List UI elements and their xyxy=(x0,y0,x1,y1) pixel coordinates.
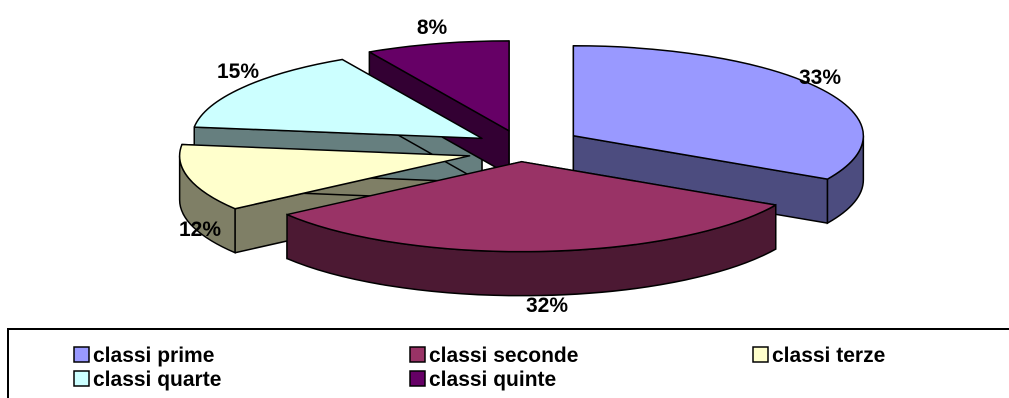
pie-slice-classi-prime xyxy=(572,45,865,180)
legend-label-classi-terze: classi terze xyxy=(772,344,885,367)
legend-label-classi-seconde: classi seconde xyxy=(429,344,578,367)
legend-label-classi-quinte: classi quinte xyxy=(429,368,556,391)
data-label-classi-terze: 12% xyxy=(179,218,221,241)
legend-label-classi-quarte: classi quarte xyxy=(93,368,221,391)
data-label-classi-prime: 33% xyxy=(799,66,841,89)
legend: classi prime classi seconde classi terze cl… xyxy=(7,328,1009,398)
legend-swatch-classi-quinte xyxy=(409,370,426,387)
legend-swatch-classi-terze xyxy=(752,346,769,363)
legend-label-classi-prime: classi prime xyxy=(93,344,214,367)
legend-swatch-classi-quarte xyxy=(73,370,90,387)
data-label-classi-seconde: 32% xyxy=(526,294,568,317)
pie-slice-classi-quinte xyxy=(368,40,510,132)
pie-slice-classi-terze xyxy=(178,143,471,210)
data-label-classi-quarte: 15% xyxy=(217,60,259,83)
legend-swatch-classi-seconde xyxy=(409,346,426,363)
legend-box xyxy=(7,328,1009,398)
legend-swatch-classi-prime xyxy=(73,346,90,363)
pie-top-faces xyxy=(178,40,865,253)
data-label-classi-quinte: 8% xyxy=(417,16,448,39)
data-labels: 33% 32% 12% 15% 8% xyxy=(179,16,841,317)
pie-slice-classi-quarte xyxy=(193,58,483,140)
pie-slice-classi-seconde xyxy=(286,160,777,253)
legend-items: classi prime classi seconde classi terze cl… xyxy=(73,344,885,391)
